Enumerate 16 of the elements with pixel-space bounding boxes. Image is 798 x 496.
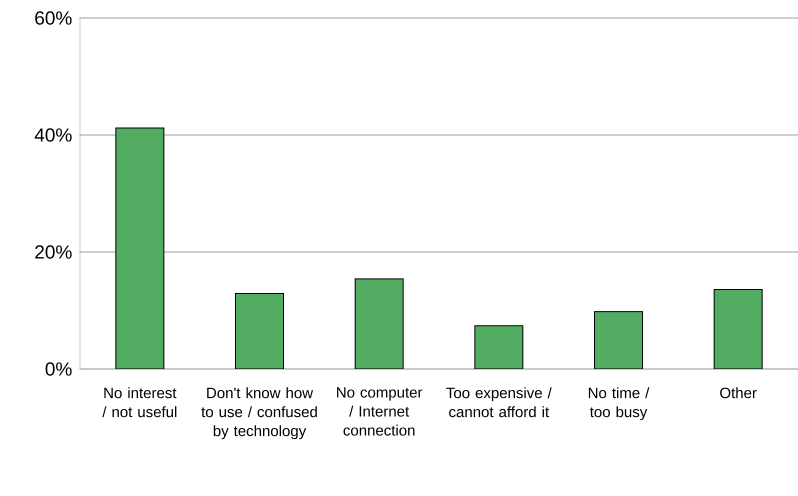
- bar: [115, 127, 164, 369]
- y-tick-label: 0%: [46, 362, 72, 376]
- bar: [235, 293, 284, 369]
- bar: [594, 311, 643, 369]
- x-tick-label: No computer / Internet connection: [337, 387, 422, 436]
- x-tick-label: No interest / not useful: [102, 387, 176, 418]
- y-tick-label: 60%: [35, 11, 72, 25]
- y-tick-label: 20%: [35, 245, 72, 259]
- bar: [354, 278, 404, 369]
- x-tick-label: Other: [720, 387, 757, 398]
- y-tick-label: 40%: [34, 128, 72, 142]
- x-tick-label: No time / too busy: [588, 387, 650, 420]
- x-tick-label: Too expensive / cannot afford it: [446, 387, 552, 418]
- bar: [474, 325, 524, 369]
- x-tick-label: Don't know how to use / confused by technology: [201, 387, 317, 440]
- bar: [714, 288, 763, 369]
